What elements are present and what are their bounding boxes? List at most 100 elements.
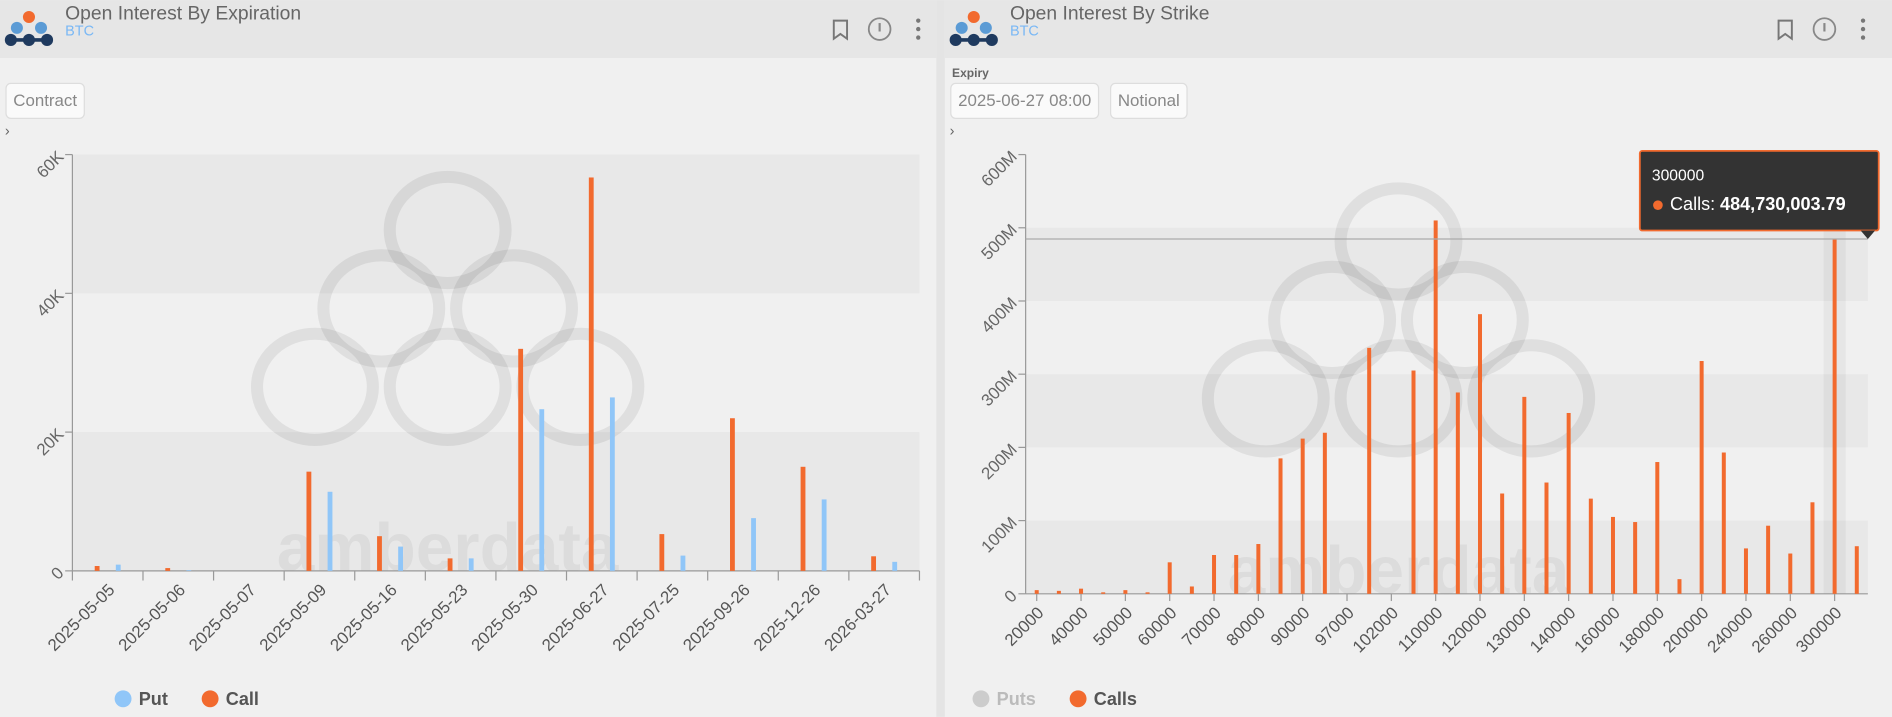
control-button-label[interactable]: 2025-06-27 08:00 (958, 91, 1091, 110)
bar (115, 564, 121, 571)
bar (1610, 516, 1615, 594)
watermark-ring (1400, 260, 1529, 380)
info-icon[interactable] (867, 17, 892, 41)
tooltip-pointer (1860, 230, 1876, 239)
bar (1500, 493, 1505, 594)
bookmark-icon[interactable] (1777, 19, 1793, 41)
controls-label: Expiry (952, 66, 989, 80)
bar (1367, 347, 1372, 594)
bar (1455, 392, 1460, 594)
bookmark-icon[interactable] (832, 19, 849, 41)
panel-divider (936, 0, 945, 717)
tooltip-value: 484,730,003.79 (1720, 194, 1846, 214)
bar (659, 534, 665, 571)
legend-label[interactable]: Puts (997, 689, 1036, 709)
bar (1411, 370, 1416, 594)
bar (1079, 588, 1084, 594)
expand-arrow: › (950, 123, 955, 139)
grid-band (1025, 374, 1868, 448)
bar (1699, 361, 1704, 594)
bar (1167, 562, 1172, 594)
bar (821, 499, 827, 571)
panel-header (944, 0, 1892, 59)
watermark-ring (383, 327, 512, 446)
control-button-label[interactable]: Notional (1118, 91, 1180, 110)
bar (1034, 590, 1039, 594)
control-button-box[interactable] (5, 82, 85, 119)
logo-dot (10, 21, 23, 34)
watermark-ring (450, 249, 578, 368)
bar (1056, 590, 1061, 594)
bar (1212, 554, 1217, 594)
watermark-ring (383, 170, 512, 290)
logo-dot (967, 10, 980, 24)
bar (398, 546, 404, 571)
bar (871, 556, 877, 571)
bar (588, 177, 594, 571)
bar (1300, 438, 1305, 594)
tooltip-box (1638, 149, 1880, 232)
legend-label[interactable]: Put (139, 689, 168, 709)
control-button-box[interactable] (950, 82, 1100, 119)
panel-title: Open Interest By Strike (1010, 4, 1210, 25)
bar (1433, 220, 1438, 594)
panel-header (0, 0, 937, 59)
panel-subtitle: BTC (1010, 23, 1039, 39)
bar (1522, 396, 1527, 594)
bar (1145, 592, 1150, 594)
bar (1101, 592, 1106, 594)
bar (518, 348, 524, 571)
watermark: amberdata (1228, 534, 1570, 609)
legend-label[interactable]: Calls (1094, 689, 1137, 709)
menu-icon-dot[interactable] (916, 35, 921, 40)
bar (800, 466, 806, 571)
watermark-ring (1467, 339, 1596, 458)
menu-icon-dot[interactable] (1860, 18, 1866, 23)
bar (1256, 544, 1261, 594)
bar (306, 471, 312, 571)
bar (1743, 548, 1748, 594)
bar (1854, 546, 1859, 594)
panel-title: Open Interest By Expiration (65, 4, 301, 25)
menu-icon-dot[interactable] (1860, 26, 1866, 32)
panel-subtitle: BTC (65, 23, 94, 39)
bar (892, 561, 898, 571)
bar (680, 555, 686, 571)
bar (1655, 462, 1660, 594)
legend-label[interactable]: Call (226, 689, 259, 709)
bar (730, 418, 735, 571)
control-button[interactable]: Contract (5, 82, 85, 119)
info-icon[interactable] (1812, 17, 1837, 41)
bar (377, 536, 382, 571)
bar (1566, 412, 1571, 594)
grid-band (72, 432, 920, 571)
menu-icon-dot[interactable] (916, 18, 921, 23)
menu-icon-dot[interactable] (916, 26, 921, 32)
grid-band (72, 154, 920, 294)
tooltip-title: 300000 (1652, 167, 1705, 184)
control-button[interactable]: Notional (1110, 82, 1188, 119)
bar (1788, 553, 1793, 594)
control-button-box[interactable] (1110, 82, 1188, 119)
bar (186, 570, 192, 571)
bar (1810, 502, 1815, 594)
bar (1544, 482, 1549, 594)
bar (1766, 525, 1771, 594)
bar (447, 558, 453, 571)
watermark-ring (1201, 339, 1330, 458)
legend-marker[interactable] (201, 690, 219, 708)
watermark: amberdata (277, 511, 619, 586)
watermark-ring (317, 249, 446, 368)
control-button[interactable]: 2025-06-27 08:00 (950, 82, 1100, 119)
bar (94, 566, 100, 571)
legend-marker[interactable] (972, 690, 990, 708)
menu-icon-dot[interactable] (1860, 35, 1866, 40)
control-button-label[interactable]: Contract (13, 91, 77, 110)
legend-marker[interactable] (114, 690, 132, 708)
bar (751, 518, 756, 571)
bar (1234, 554, 1239, 594)
legend-marker[interactable] (1069, 690, 1087, 708)
